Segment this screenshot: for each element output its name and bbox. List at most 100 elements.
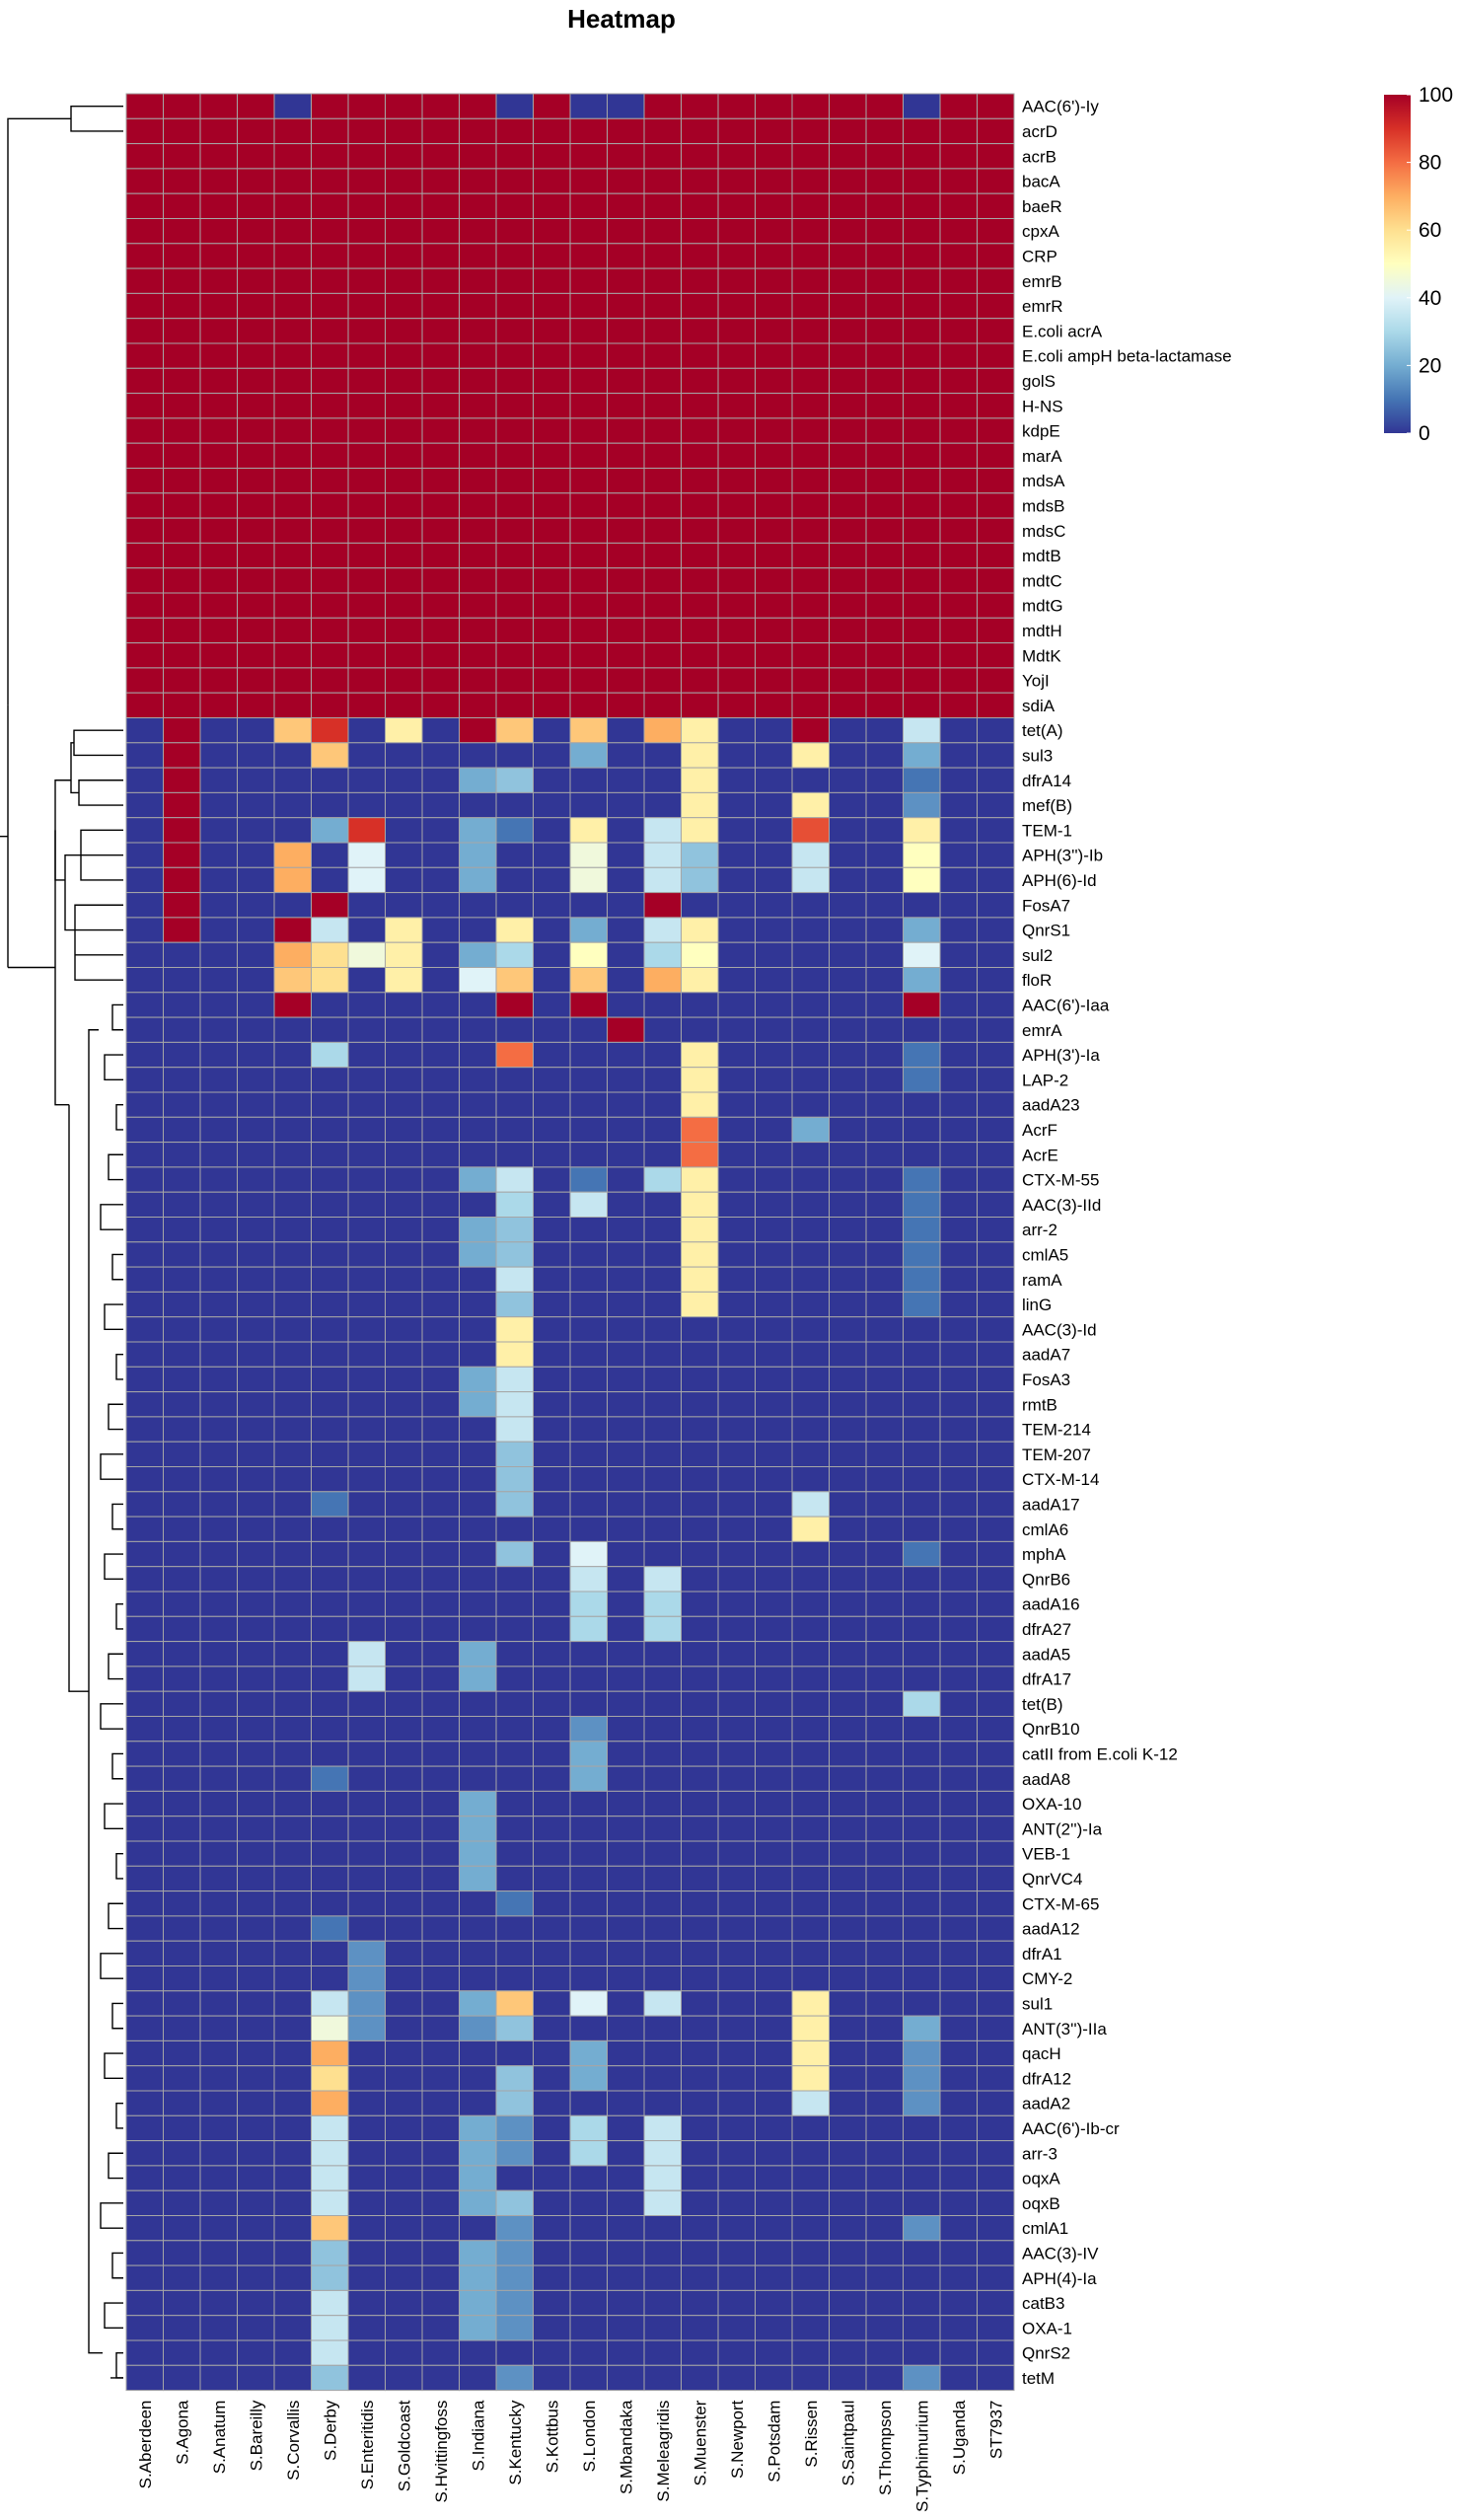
heatmap-cell xyxy=(311,1366,349,1393)
heatmap-cell xyxy=(311,2339,349,2366)
heatmap-cell xyxy=(681,1540,719,1568)
heatmap-cell xyxy=(421,117,460,145)
heatmap-cell xyxy=(273,1865,312,1892)
heatmap-cell xyxy=(495,342,534,369)
heatmap-cell xyxy=(977,1765,1015,1792)
heatmap-cell xyxy=(755,992,793,1018)
heatmap-cell xyxy=(569,2140,608,2167)
heatmap-cell xyxy=(977,567,1015,594)
heatmap-cell xyxy=(459,2289,497,2317)
heatmap-cell xyxy=(977,492,1015,519)
heatmap-cell xyxy=(533,1666,571,1692)
heatmap-cell xyxy=(791,342,830,369)
heatmap-cell xyxy=(459,342,497,369)
heatmap-cell xyxy=(311,1466,349,1493)
heatmap-cell xyxy=(273,218,312,245)
heatmap-cell xyxy=(495,517,534,544)
heatmap-cell xyxy=(273,667,312,694)
heatmap-cell xyxy=(273,2264,312,2291)
heatmap-cell xyxy=(237,2264,275,2291)
heatmap-cell xyxy=(311,2090,349,2116)
heatmap-cell xyxy=(237,1241,275,1268)
heatmap-cell xyxy=(681,866,719,894)
heatmap-cell xyxy=(903,1516,941,1542)
heatmap-cell xyxy=(791,892,830,919)
dendrogram-branch xyxy=(111,1003,123,1031)
heatmap-cell xyxy=(569,2264,608,2291)
heatmap-cell xyxy=(791,1990,830,2017)
colorbar-tick-label: 0 xyxy=(1419,422,1430,445)
heatmap-cell xyxy=(717,2065,756,2092)
colorbar-tick-label: 100 xyxy=(1419,84,1453,107)
heatmap-cell xyxy=(421,767,460,793)
heatmap-cell xyxy=(643,342,682,369)
heatmap-cell xyxy=(163,1840,201,1867)
heatmap-cell xyxy=(273,2315,312,2341)
heatmap-cell xyxy=(125,1790,164,1817)
heatmap-cell xyxy=(681,143,719,170)
heatmap-cell xyxy=(273,842,312,868)
heatmap-cell xyxy=(717,218,756,245)
heatmap-cell xyxy=(717,1316,756,1343)
heatmap-cell xyxy=(939,1690,978,1717)
heatmap-cell xyxy=(347,542,386,569)
heatmap-cell xyxy=(533,567,571,594)
heatmap-cell xyxy=(459,967,497,994)
heatmap-cell xyxy=(681,1915,719,1942)
heatmap-cell xyxy=(939,517,978,544)
heatmap-cell xyxy=(939,143,978,170)
heatmap-cell xyxy=(755,1865,793,1892)
heatmap-cell xyxy=(865,1816,904,1842)
heatmap-cell xyxy=(495,2189,534,2216)
heatmap-cell xyxy=(939,1217,978,1243)
heatmap-cell xyxy=(533,2240,571,2266)
heatmap-cell xyxy=(125,967,164,994)
heatmap-cell xyxy=(311,1840,349,1867)
heatmap-cell xyxy=(643,692,682,719)
heatmap-cell xyxy=(163,2165,201,2191)
heatmap-cell xyxy=(755,1241,793,1268)
heatmap-cell xyxy=(829,517,867,544)
heatmap-cell xyxy=(717,143,756,170)
heatmap-cell xyxy=(163,1116,201,1144)
heatmap-cell xyxy=(791,468,830,494)
heatmap-cell xyxy=(643,1690,682,1717)
heatmap-cell xyxy=(421,992,460,1018)
heatmap-cell xyxy=(903,367,941,395)
heatmap-cell xyxy=(495,1142,534,1168)
heatmap-cell xyxy=(459,1940,497,1966)
heatmap-cell xyxy=(495,767,534,793)
heatmap-cell xyxy=(643,367,682,395)
row-label: H-NS xyxy=(1022,397,1063,415)
heatmap-cell xyxy=(495,992,534,1018)
heatmap-cell xyxy=(273,1990,312,2017)
heatmap-cell xyxy=(125,1890,164,1917)
heatmap-cell xyxy=(459,1391,497,1418)
heatmap-cell xyxy=(569,2015,608,2041)
heatmap-cell xyxy=(199,1965,238,1992)
heatmap-cell xyxy=(681,1865,719,1892)
heatmap-cell xyxy=(533,1765,571,1792)
heatmap-cell xyxy=(607,1641,645,1668)
heatmap-cell xyxy=(569,742,608,769)
heatmap-cell xyxy=(459,143,497,170)
heatmap-cell xyxy=(569,367,608,395)
heatmap-cell xyxy=(643,817,682,844)
heatmap-cell xyxy=(533,1466,571,1493)
heatmap-cell xyxy=(939,168,978,194)
heatmap-cell xyxy=(385,1615,423,1643)
heatmap-cell xyxy=(939,218,978,245)
heatmap-cell xyxy=(939,642,978,669)
heatmap-cell xyxy=(421,1067,460,1093)
heatmap-cell xyxy=(755,866,793,894)
row-label: FosA7 xyxy=(1022,896,1070,915)
heatmap-cell xyxy=(385,1716,423,1742)
heatmap-cell xyxy=(495,2264,534,2291)
heatmap-cell xyxy=(607,143,645,170)
heatmap-cell xyxy=(385,442,423,470)
heatmap-cell xyxy=(643,1641,682,1668)
heatmap-cell xyxy=(237,967,275,994)
heatmap-cell xyxy=(495,2364,534,2392)
heatmap-cell xyxy=(533,1915,571,1942)
heatmap-cell xyxy=(717,1615,756,1643)
